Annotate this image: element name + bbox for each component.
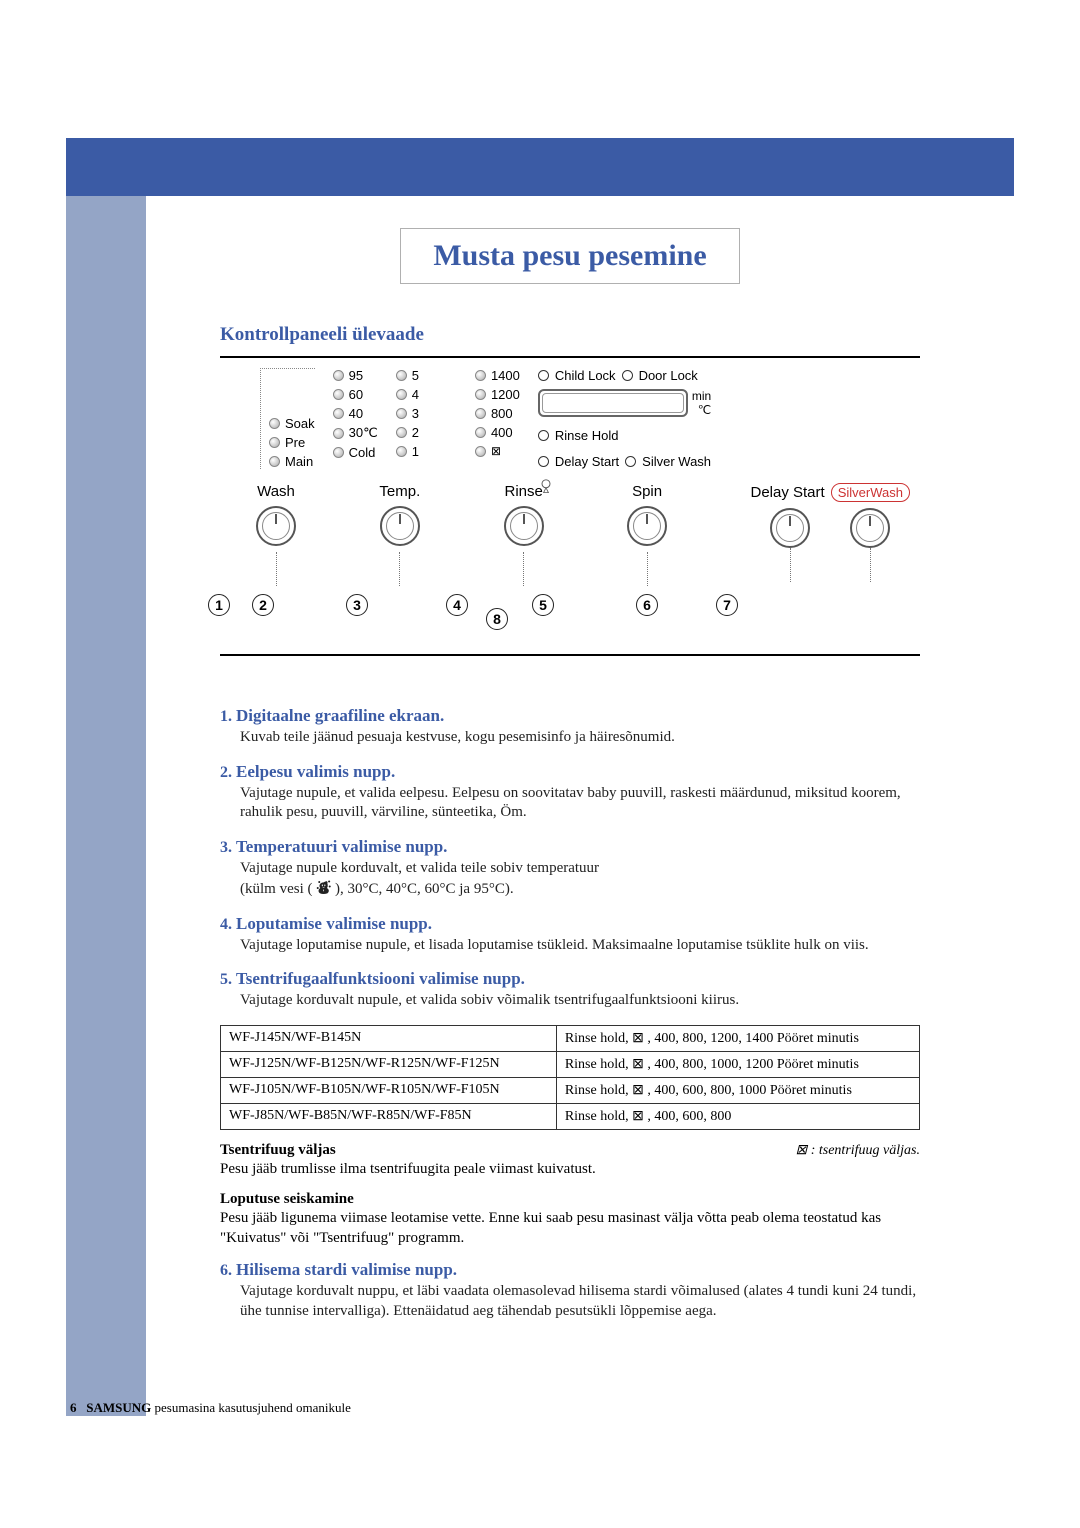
lcd-display	[538, 389, 688, 417]
delay-knob-label: Delay Start	[750, 484, 824, 501]
control-panel-diagram: Soak Pre Main 95 60 40 30℃ Cold 5 4 3 2 …	[220, 356, 920, 656]
callout-1: 1	[208, 594, 230, 616]
silver-wash-ind: Silver Wash	[642, 454, 711, 469]
delay-start-ind: Delay Start	[555, 454, 619, 469]
rinse-opt: 4	[412, 387, 419, 402]
spin-opt: 400	[491, 425, 513, 440]
wash-opt: Main	[285, 454, 313, 469]
callout-5: 5	[532, 594, 554, 616]
item-2: 2. Eelpesu valimis nupp. Vajutage nupule…	[220, 762, 920, 823]
silverwash-badge: SilverWash	[831, 483, 910, 502]
temp-opt: 30℃	[349, 425, 378, 441]
door-lock-label: Door Lock	[639, 368, 698, 383]
callout-8: 8	[486, 608, 508, 630]
no-spin-icon: ⊠	[491, 444, 501, 458]
wash-knob[interactable]	[256, 506, 296, 546]
temp-knob-label: Temp.	[379, 483, 420, 500]
nospin-note: ⊠ : tsentrifuug väljas.	[795, 1142, 920, 1159]
spin-opt: 800	[491, 406, 513, 421]
wash-knob-label: Wash	[257, 483, 295, 500]
main-title: Musta pesu pesemine	[400, 228, 740, 284]
wash-opt: Pre	[285, 435, 305, 450]
callout-3: 3	[346, 594, 368, 616]
item-6: 6. Hilisema stardi valimise nupp. Vajuta…	[220, 1260, 920, 1321]
delay-knob[interactable]	[770, 508, 810, 548]
callout-6: 6	[636, 594, 658, 616]
callout-4: 4	[446, 594, 468, 616]
section-title: Kontrollpaneeli ülevaade	[220, 324, 920, 346]
sub1-body: Pesu jääb trumlisse ilma tsentrifuugita …	[220, 1159, 920, 1179]
rinse-hold-label: Rinse Hold	[555, 428, 619, 443]
callout-2: 2	[252, 594, 274, 616]
side-bar	[66, 196, 146, 1416]
rinse-opt: 2	[412, 425, 419, 440]
rinse-opt: 3	[412, 406, 419, 421]
item-3: 3. Temperatuuri valimise nupp. Vajutage …	[220, 837, 920, 900]
wash-opt: Soak	[285, 416, 315, 431]
spin-opt: 1200	[491, 387, 520, 402]
sub2-body: Pesu jääb ligunema viimase leotamise vet…	[220, 1208, 920, 1249]
child-lock-label: Child Lock	[555, 368, 616, 383]
header-bar	[66, 138, 1014, 196]
table-row: WF-J85N/WF-B85N/WF-R85N/WF-F85NRinse hol…	[221, 1103, 920, 1129]
page-content: Musta pesu pesemine Kontrollpaneeli ülev…	[220, 228, 920, 1335]
temp-opt: 60	[349, 387, 363, 402]
temp-opt: 40	[349, 406, 363, 421]
spin-knob[interactable]	[627, 506, 667, 546]
rinse-knob[interactable]	[504, 506, 544, 546]
item-5: 5. Tsentrifugaalfunktsiooni valimise nup…	[220, 969, 920, 1011]
temp-opt: Cold	[349, 445, 376, 460]
item-4: 4. Loputamise valimise nupp. Vajutage lo…	[220, 914, 920, 956]
temp-knob[interactable]	[380, 506, 420, 546]
degc-label: ℃	[698, 403, 711, 417]
item-1: 1. Digitaalne graafiline ekraan. Kuvab t…	[220, 706, 920, 748]
sub2-title: Loputuse seiskamine	[220, 1191, 920, 1208]
water-drop-icon	[538, 479, 554, 495]
silverwash-knob[interactable]	[850, 508, 890, 548]
callout-7: 7	[716, 594, 738, 616]
table-row: WF-J125N/WF-B125N/WF-R125N/WF-F125NRinse…	[221, 1051, 920, 1077]
spin-knob-label: Spin	[632, 483, 662, 500]
table-row: WF-J105N/WF-B105N/WF-R105N/WF-F105NRinse…	[221, 1077, 920, 1103]
rinse-opt: 5	[412, 368, 419, 383]
page-footer: 6 SAMSUNG pesumasina kasutusjuhend omani…	[70, 1400, 351, 1416]
spin-opt: 1400	[491, 368, 520, 383]
min-label: min	[692, 389, 711, 403]
table-row: WF-J145N/WF-B145NRinse hold, ⊠ , 400, 80…	[221, 1025, 920, 1051]
rinse-opt: 1	[412, 444, 419, 459]
models-table: WF-J145N/WF-B145NRinse hold, ⊠ , 400, 80…	[220, 1025, 920, 1130]
temp-opt: 95	[349, 368, 363, 383]
